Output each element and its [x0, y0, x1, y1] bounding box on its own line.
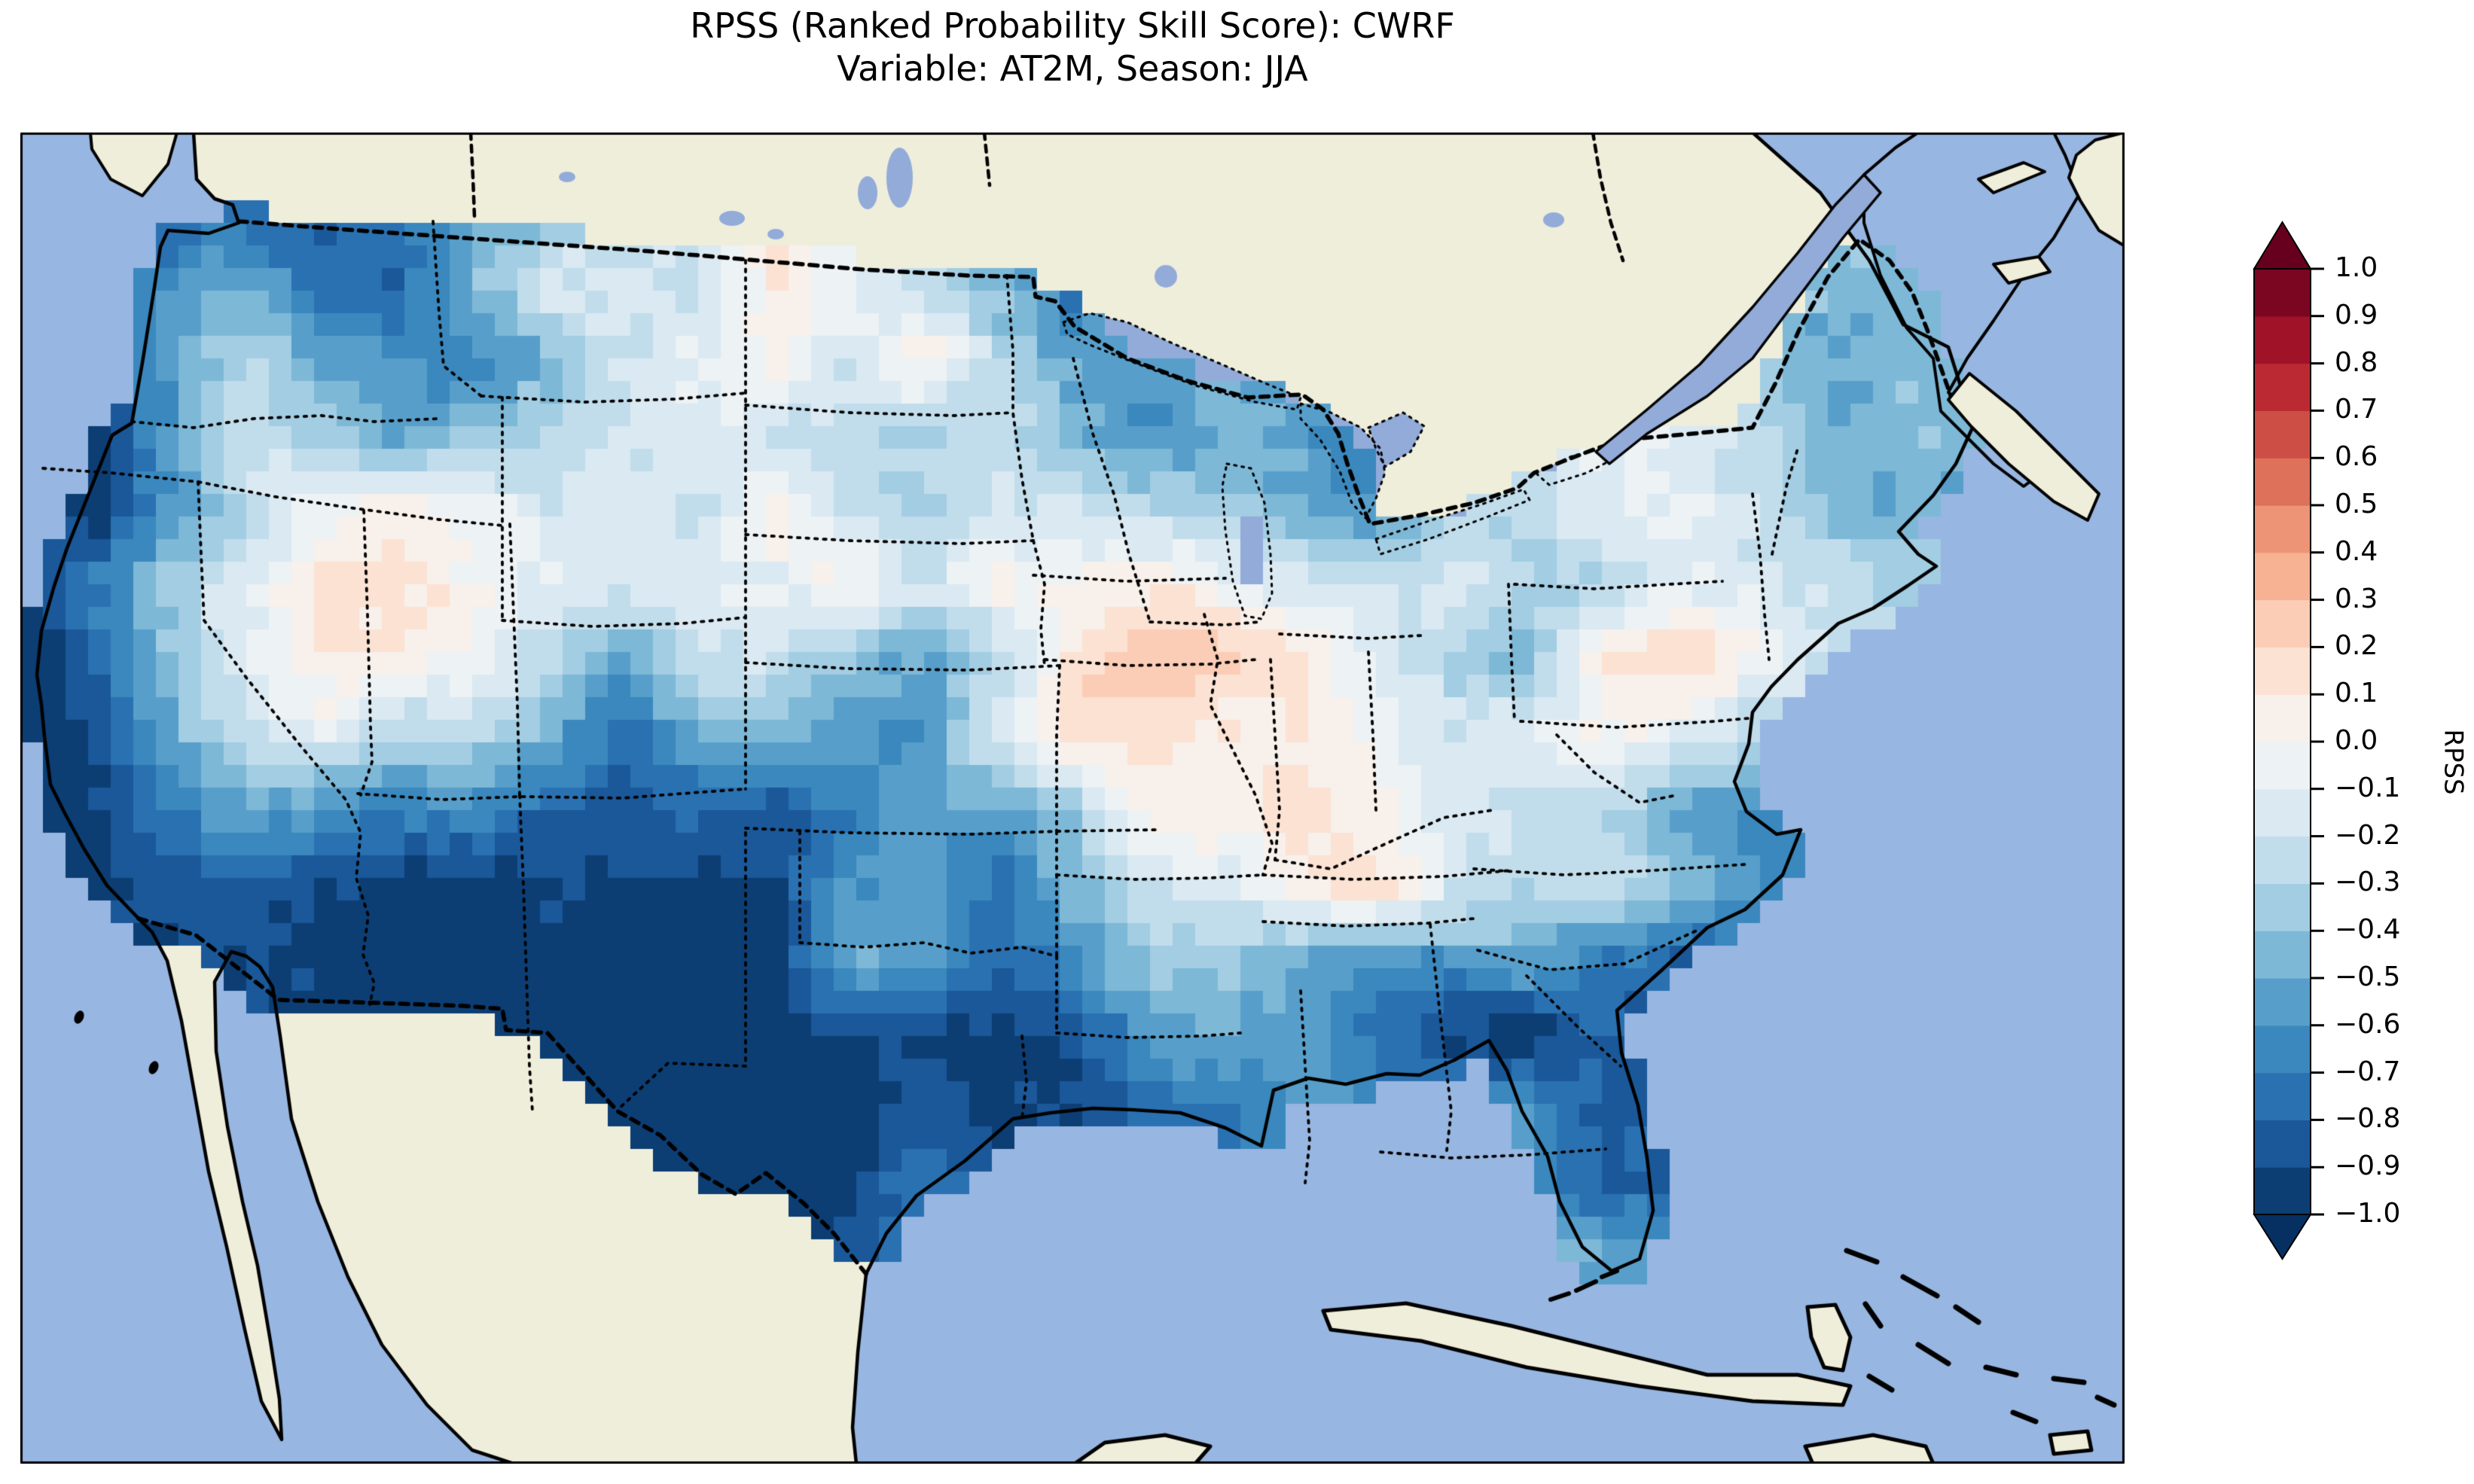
colorbar-segment — [2254, 931, 2311, 979]
colorbar-tick-label: 0.7 — [2335, 394, 2378, 425]
colorbar-tick-label: −0.8 — [2335, 1103, 2401, 1135]
us-rpss-map-canvas — [20, 133, 2125, 1464]
colorbar-segment — [2254, 788, 2311, 837]
colorbar-tick-label: 1.0 — [2335, 252, 2378, 283]
figure-title-line2: Variable: AT2M, Season: JJA — [837, 48, 1308, 89]
colorbar-segment — [2254, 978, 2311, 1026]
colorbar-tick-label: 0.0 — [2335, 725, 2378, 756]
colorbar-segment — [2254, 1072, 2311, 1120]
colorbar-tick-label: 0.4 — [2335, 535, 2378, 567]
colorbar-tick-label: 0.2 — [2335, 630, 2378, 662]
colorbar-segment — [2254, 269, 2311, 317]
colorbar-segment — [2254, 1025, 2311, 1074]
colorbar-tick-label: 0.3 — [2335, 583, 2378, 614]
colorbar-segment — [2254, 505, 2311, 553]
colorbar-tick-label: 0.8 — [2335, 346, 2378, 378]
colorbar-segment — [2254, 599, 2311, 648]
colorbar-segment — [2254, 647, 2311, 695]
colorbar-axis-label: RPSS — [2438, 729, 2469, 795]
colorbar-segment — [2254, 836, 2311, 884]
colorbar-tick-label: 0.1 — [2335, 678, 2378, 709]
colorbar-segment — [2254, 458, 2311, 506]
colorbar-segment — [2254, 694, 2311, 742]
colorbar-tick-label: −0.1 — [2335, 772, 2401, 803]
colorbar-tick-label: −1.0 — [2335, 1198, 2401, 1229]
colorbar-segment — [2254, 883, 2311, 931]
figure-title: RPSS (Ranked Probability Skill Score): C… — [20, 5, 2125, 90]
colorbar-under-arrow — [2253, 1214, 2312, 1260]
colorbar-segment — [2254, 363, 2311, 411]
colorbar-tick-label: −0.3 — [2335, 867, 2401, 898]
colorbar-segment — [2254, 315, 2311, 364]
colorbar-segment — [2254, 1167, 2311, 1215]
figure-title-line1: RPSS (Ranked Probability Skill Score): C… — [690, 5, 1455, 46]
colorbar-tick-label: −0.6 — [2335, 1008, 2401, 1040]
colorbar-segment — [2254, 742, 2311, 790]
colorbar-segment — [2254, 410, 2311, 459]
colorbar — [2253, 221, 2324, 1260]
colorbar-segment — [2254, 1120, 2311, 1168]
colorbar-tick-label: 0.6 — [2335, 441, 2378, 473]
colorbar-tick-label: −0.2 — [2335, 819, 2401, 851]
colorbar-tick-label: −0.7 — [2335, 1056, 2401, 1087]
colorbar-over-arrow — [2253, 221, 2312, 270]
colorbar-tick-label: 0.9 — [2335, 299, 2378, 331]
colorbar-segment — [2254, 552, 2311, 601]
colorbar-tick-label: −0.9 — [2335, 1150, 2401, 1182]
colorbar-tick-label: −0.5 — [2335, 961, 2401, 992]
colorbar-tick-label: −0.4 — [2335, 914, 2401, 946]
colorbar-tick-label: 0.5 — [2335, 489, 2378, 520]
